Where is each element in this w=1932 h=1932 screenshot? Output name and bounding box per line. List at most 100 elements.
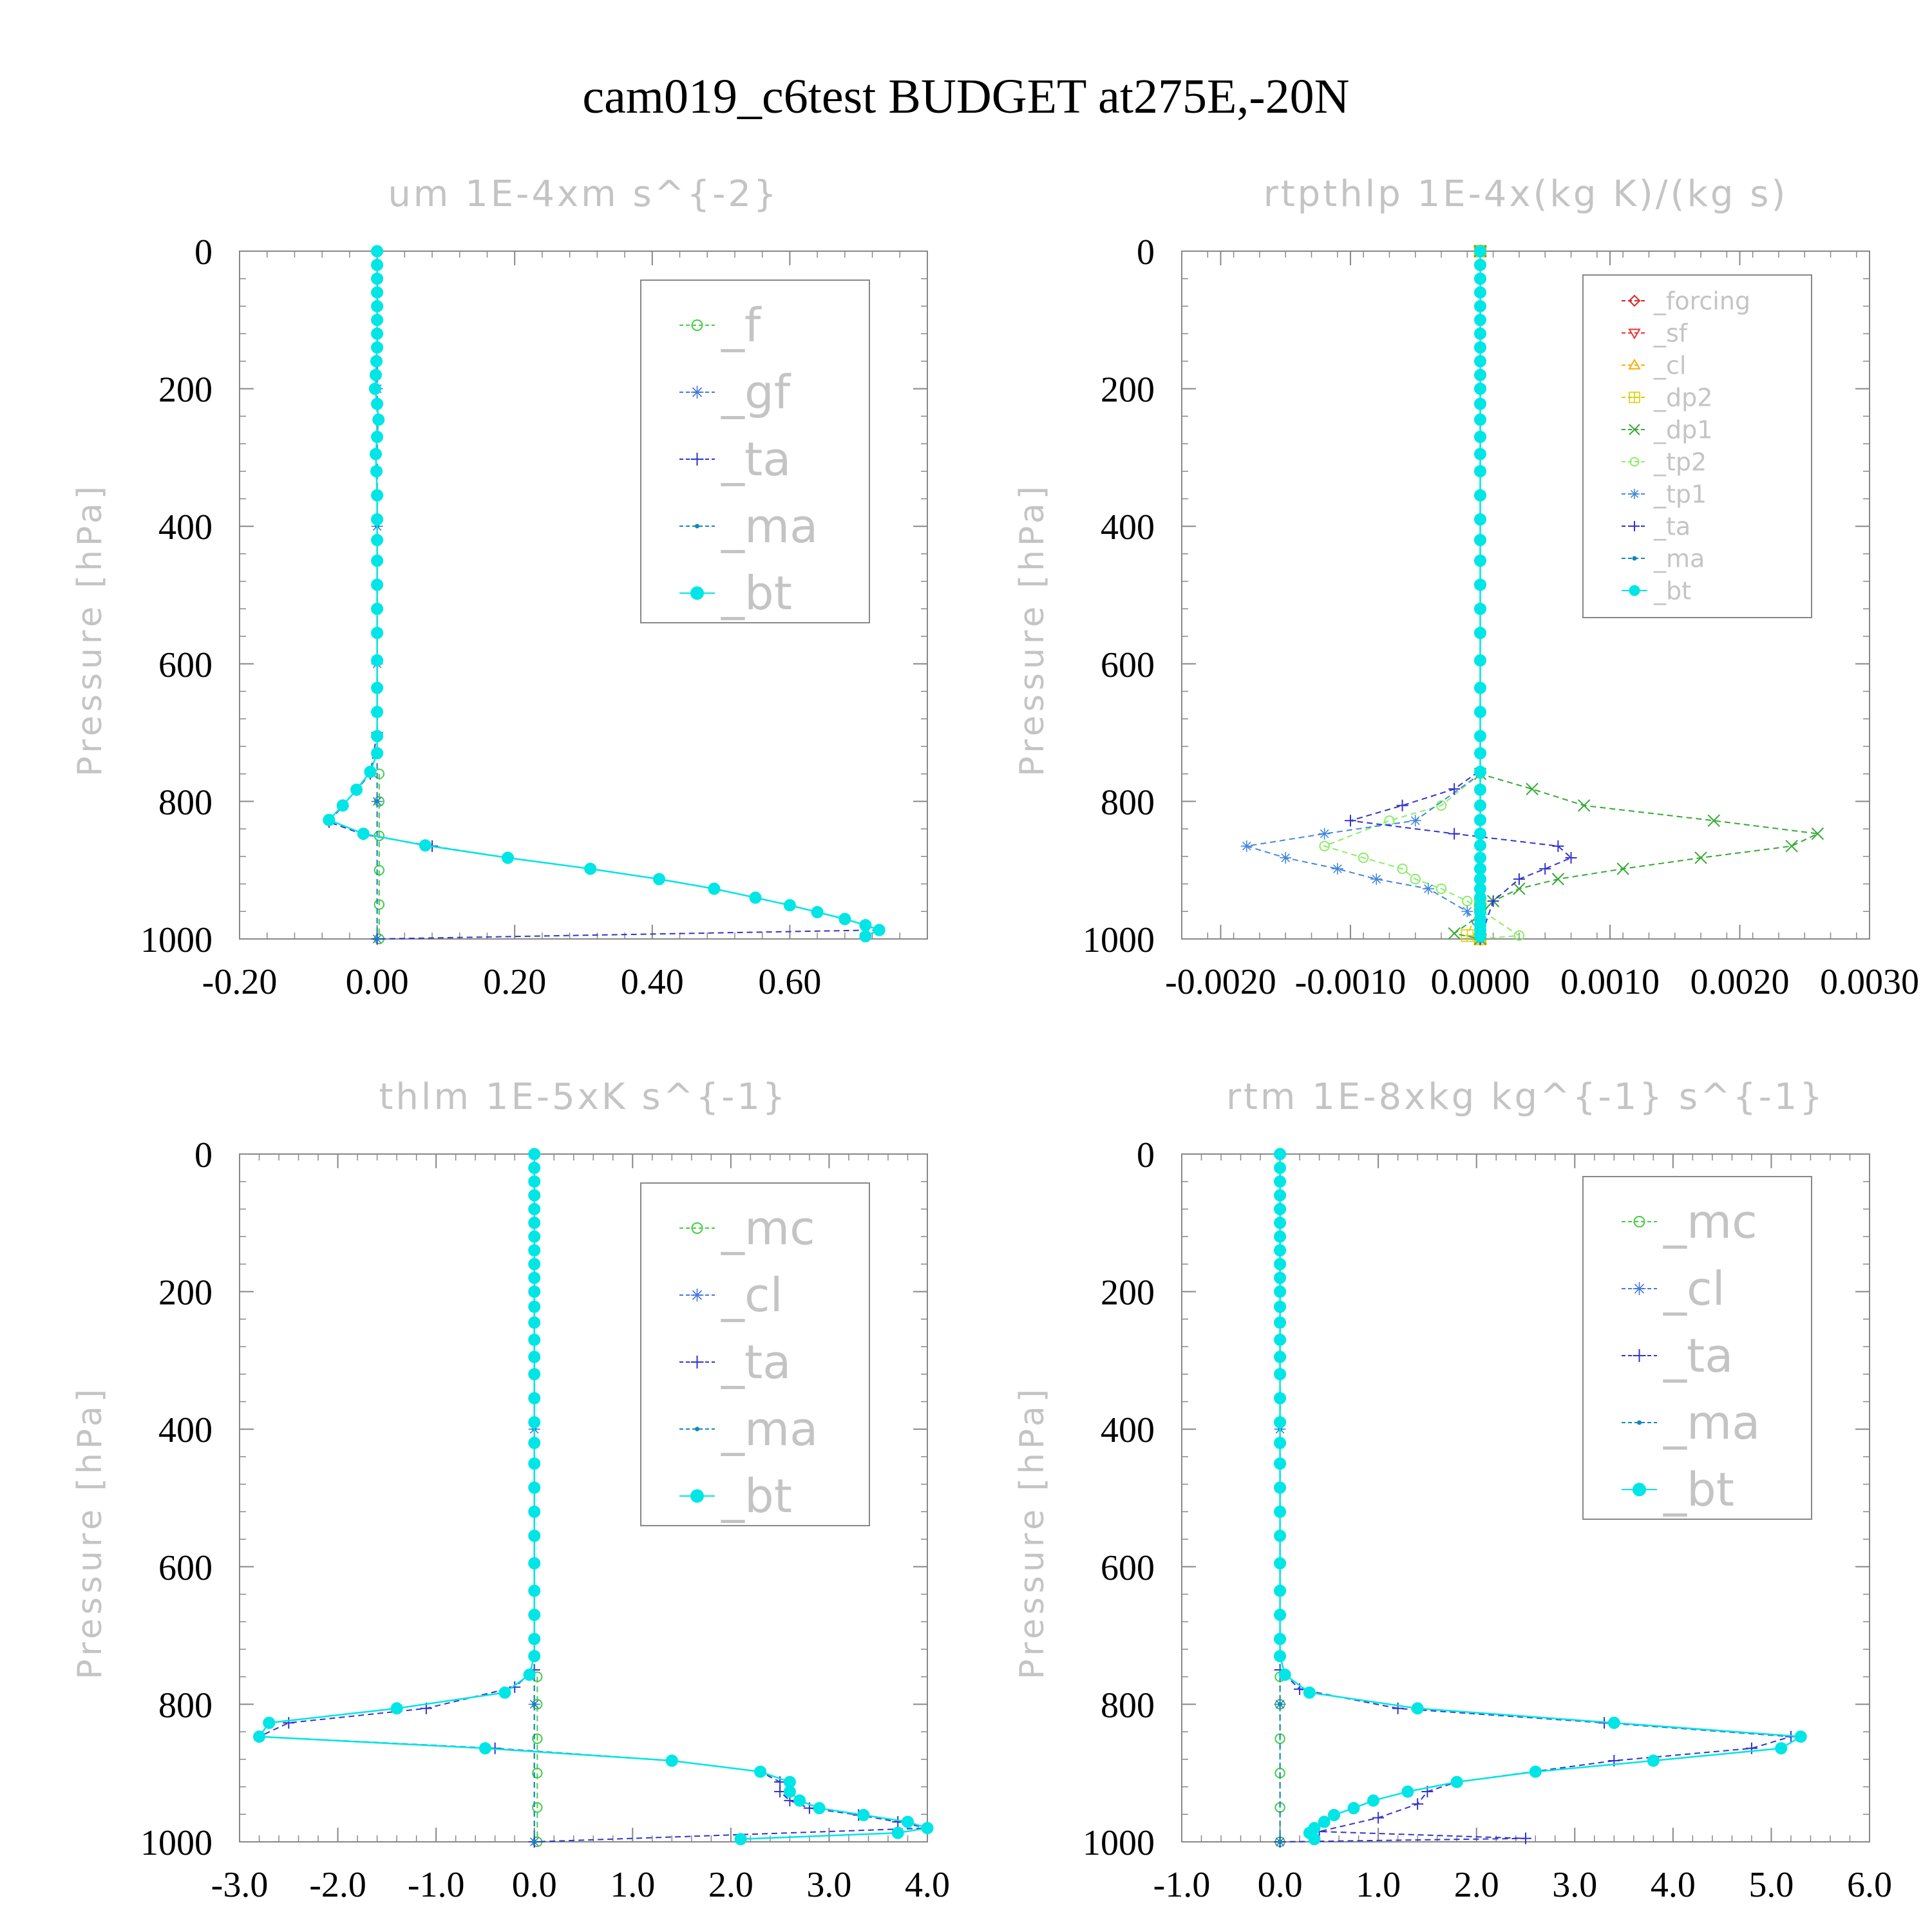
data-point xyxy=(1392,1702,1404,1714)
series-line xyxy=(1350,251,1573,940)
panel-title: rtm 1E-8xkg kg^{-1} s^{-1} xyxy=(1226,1076,1825,1118)
data-point xyxy=(1473,465,1486,478)
x-tick-label: 0.00 xyxy=(346,962,409,1002)
data-point xyxy=(1274,1557,1287,1569)
y-axis-label: Pressure [hPa] xyxy=(1013,482,1052,777)
data-point xyxy=(1473,513,1486,526)
x-tick-label: 0.0 xyxy=(1258,1865,1303,1905)
data-point xyxy=(1539,863,1551,875)
data-point xyxy=(528,1457,541,1470)
data-point xyxy=(873,923,886,936)
data-point xyxy=(532,1701,537,1707)
data-point xyxy=(1473,430,1486,443)
legend-label: _mc xyxy=(1663,1195,1757,1249)
legend-label: _cl xyxy=(1663,1262,1725,1316)
data-point xyxy=(1409,815,1421,827)
y-tick-label: 600 xyxy=(158,1548,213,1588)
data-point xyxy=(263,1716,276,1729)
data-point xyxy=(371,578,384,591)
data-point xyxy=(1794,1730,1807,1743)
data-point xyxy=(498,1686,511,1699)
data-point xyxy=(665,1754,678,1767)
data-point xyxy=(523,1668,536,1681)
legend-label: _f xyxy=(721,298,762,352)
data-point xyxy=(1473,341,1486,354)
chart-panel-2: rtpthlp 1E-4x(kg K)/(kg s) Pressure [hPa]… xyxy=(1013,173,1919,1002)
data-point xyxy=(813,1802,826,1815)
data-point xyxy=(528,1271,541,1284)
legend-label: _mc xyxy=(721,1201,815,1255)
x-tick-label: 4.0 xyxy=(905,1865,950,1905)
data-point xyxy=(371,430,384,443)
data-point xyxy=(1473,383,1486,395)
data-point xyxy=(1473,368,1486,381)
data-point xyxy=(1274,1481,1287,1494)
data-point xyxy=(528,1505,541,1518)
legend-swatch-marker xyxy=(690,1289,704,1302)
data-point xyxy=(1274,1230,1287,1243)
legend-item: _dp1 xyxy=(1622,415,1712,444)
legend-label: _sf xyxy=(1653,319,1689,347)
data-point xyxy=(859,919,872,932)
data-point xyxy=(1745,1742,1757,1754)
data-point xyxy=(374,899,385,910)
legend: _mc _cl _ta _ma _bt xyxy=(640,1182,870,1526)
data-point xyxy=(1274,1316,1287,1329)
data-point xyxy=(1473,578,1486,591)
data-point xyxy=(1473,554,1486,567)
data-point xyxy=(528,1148,541,1160)
data-point xyxy=(584,862,597,875)
data-point xyxy=(371,534,384,547)
data-point xyxy=(1473,258,1486,271)
x-tick-label: 2.0 xyxy=(1454,1865,1499,1905)
legend-swatch-marker xyxy=(690,586,704,600)
x-tick-label: 0.0 xyxy=(512,1865,557,1905)
data-point xyxy=(1274,1457,1287,1470)
data-point xyxy=(1473,627,1486,639)
x-tick-label: 0.20 xyxy=(483,962,546,1002)
data-point xyxy=(371,245,384,258)
legend-swatch-marker xyxy=(690,1489,704,1503)
legend-label: _bt xyxy=(1653,576,1691,605)
data-point xyxy=(528,1481,541,1494)
data-point xyxy=(532,1768,543,1779)
data-point xyxy=(368,383,381,395)
legend-label: _bt xyxy=(1663,1463,1734,1517)
data-point xyxy=(528,1584,541,1597)
legend-box xyxy=(1582,274,1812,618)
legend-item: _ta xyxy=(1622,512,1690,540)
data-point xyxy=(371,706,384,719)
legend-swatch-marker xyxy=(1629,424,1640,435)
legend-swatch-marker xyxy=(690,453,704,466)
data-point xyxy=(1473,813,1486,826)
data-point xyxy=(1473,747,1486,760)
data-point xyxy=(1473,828,1486,840)
data-point xyxy=(783,899,796,912)
data-point xyxy=(754,1765,767,1778)
data-point xyxy=(1473,272,1486,285)
data-point xyxy=(370,465,383,478)
y-tick-label: 400 xyxy=(1101,507,1155,547)
legend-item: _bt xyxy=(1622,1463,1734,1517)
data-point xyxy=(1318,1815,1331,1828)
data-point xyxy=(371,627,384,639)
data-point xyxy=(1513,873,1525,886)
data-point xyxy=(708,882,721,895)
legend-label: _forcing xyxy=(1653,287,1750,315)
data-point xyxy=(357,828,370,840)
data-point xyxy=(1526,782,1539,795)
data-point xyxy=(371,341,384,354)
legend-swatch-marker xyxy=(1637,1420,1642,1425)
data-point xyxy=(1370,873,1383,886)
y-tick-label: 0 xyxy=(1137,1135,1155,1175)
data-point xyxy=(528,1161,541,1174)
x-tick-label: 3.0 xyxy=(806,1865,851,1905)
x-tick-label: -0.0020 xyxy=(1165,962,1276,1002)
legend-swatch-marker xyxy=(1633,1216,1645,1227)
x-tick-label: 1.0 xyxy=(610,1865,655,1905)
data-point xyxy=(371,554,384,567)
y-tick-label: 200 xyxy=(158,370,213,410)
legend-item: _bt xyxy=(679,1469,792,1523)
legend-swatch-marker xyxy=(691,319,703,331)
legend-item: _ma xyxy=(1622,544,1705,573)
